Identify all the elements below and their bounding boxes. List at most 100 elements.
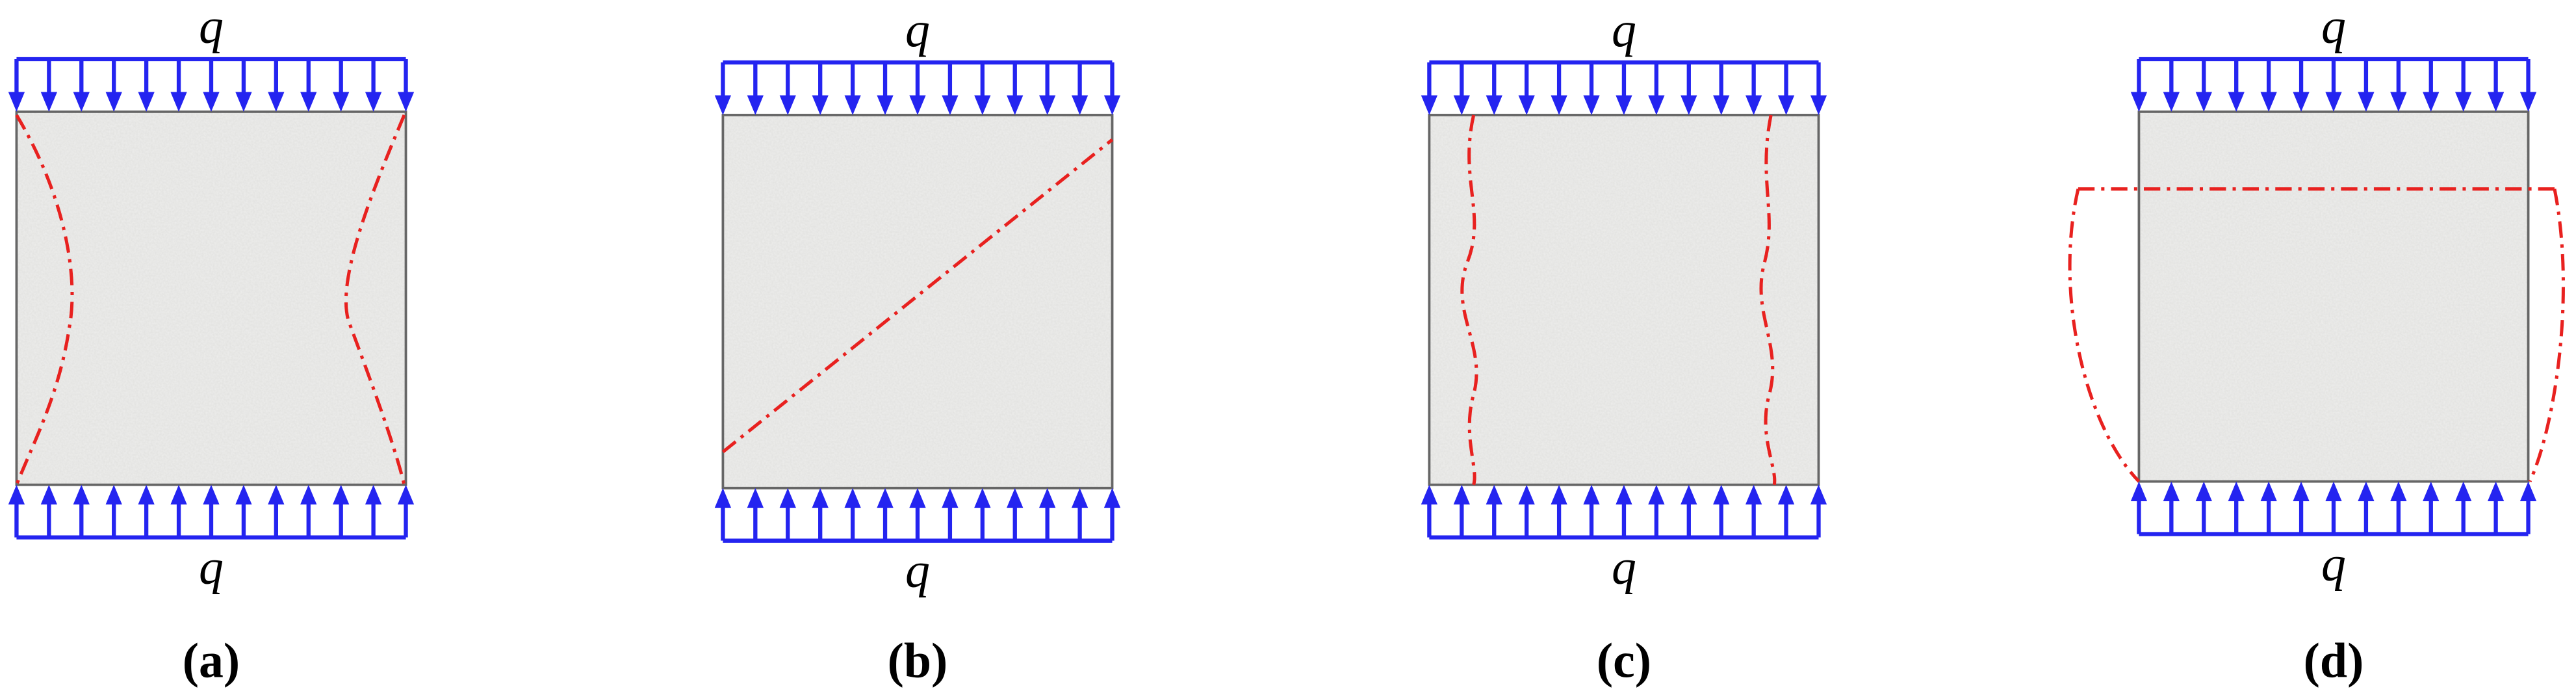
arrow-head (138, 484, 155, 505)
arrow-head (300, 92, 317, 112)
arrow-head (40, 484, 57, 505)
arrow-head (2130, 92, 2148, 112)
specimen-texture (1429, 114, 1819, 485)
arrow-head (2519, 92, 2537, 112)
arrow-head (877, 488, 894, 508)
arrow-head (333, 92, 350, 112)
arrow-head (1616, 484, 1632, 505)
arrow-head (1583, 484, 1600, 505)
arrow-head (779, 95, 796, 115)
specimen-texture (16, 111, 406, 485)
arrow-head (2130, 481, 2148, 501)
arrow-head (170, 484, 187, 505)
caption: (c) (1597, 633, 1651, 688)
arrow-head (2293, 92, 2310, 112)
arrow-head (8, 484, 25, 505)
arrow-head (2519, 481, 2537, 501)
top-load-label: q (2321, 0, 2346, 54)
arrow-head (747, 95, 764, 115)
bottom-load-label: q (199, 540, 224, 594)
specimen-texture (2139, 111, 2529, 482)
arrow-head (1616, 95, 1632, 115)
arrow-head (2260, 92, 2277, 112)
arrow-head (105, 484, 122, 505)
arrow-head (1777, 95, 1795, 115)
crack-line (2068, 189, 2141, 483)
arrow-head (2228, 481, 2245, 501)
arrow-head (1486, 484, 1502, 505)
arrow-head (105, 92, 122, 112)
arrow-head (1713, 95, 1730, 115)
arrow-head (1583, 95, 1600, 115)
arrow-head (2325, 481, 2342, 501)
arrow-head (2163, 92, 2180, 112)
arrow-head (2325, 92, 2342, 112)
arrow-head (1745, 484, 1762, 505)
arrow-head (714, 95, 732, 115)
arrow-head (974, 488, 991, 508)
arrow-head (333, 484, 350, 505)
arrow-head (1103, 95, 1121, 115)
arrow-head (1648, 95, 1665, 115)
arrow-head (2423, 481, 2440, 501)
arrow-head (1745, 95, 1762, 115)
arrow-head (1007, 488, 1024, 508)
arrow-head (974, 95, 991, 115)
arrow-head (714, 488, 732, 508)
arrow-head (2455, 481, 2472, 501)
top-load-label: q (1612, 3, 1636, 57)
crack-line (344, 114, 406, 486)
arrow-head (1453, 484, 1470, 505)
arrow-head (1486, 95, 1502, 115)
arrow-head (365, 92, 382, 112)
arrow-head (1421, 484, 1438, 505)
arrow-head (40, 92, 57, 112)
arrow-head (747, 488, 764, 508)
arrow-head (138, 92, 155, 112)
arrow-head (1421, 95, 1438, 115)
arrow-head (2390, 481, 2407, 501)
arrow-head (1551, 484, 1567, 505)
arrow-head (203, 484, 220, 505)
arrow-head (1648, 484, 1665, 505)
bottom-load-label: q (905, 543, 930, 597)
arrow-head (2358, 92, 2375, 112)
arrow-head (2487, 92, 2505, 112)
arrow-head (1713, 484, 1730, 505)
arrow-head (2455, 92, 2472, 112)
caption: (b) (888, 633, 948, 688)
arrow-head (2487, 481, 2505, 501)
arrow-head (779, 488, 796, 508)
arrow-head (203, 92, 220, 112)
arrow-head (1518, 484, 1535, 505)
arrow-head (942, 95, 959, 115)
arrow-head (2390, 92, 2407, 112)
arrow-head (235, 92, 252, 112)
arrow-head (73, 484, 90, 505)
crack-line (1460, 114, 1478, 486)
caption: (a) (183, 633, 240, 688)
arrow-head (170, 92, 187, 112)
arrow-head (8, 92, 25, 112)
arrow-head (1007, 95, 1024, 115)
arrow-head (812, 488, 829, 508)
arrow-head (1518, 95, 1535, 115)
arrow-head (1810, 95, 1827, 115)
arrow-head (1681, 484, 1697, 505)
arrow-head (268, 92, 285, 112)
arrow-head (1071, 488, 1088, 508)
arrow-head (877, 95, 894, 115)
arrow-head (942, 488, 959, 508)
crack-line (1759, 114, 1777, 486)
arrow-head (235, 484, 252, 505)
arrow-head (397, 484, 415, 505)
arrow-head (2195, 481, 2212, 501)
top-load-label: q (905, 3, 930, 57)
arrow-head (268, 484, 285, 505)
arrow-head (2195, 92, 2212, 112)
arrow-head (73, 92, 90, 112)
caption: (d) (2304, 633, 2364, 688)
arrow-head (1103, 488, 1121, 508)
arrow-head (2423, 92, 2440, 112)
